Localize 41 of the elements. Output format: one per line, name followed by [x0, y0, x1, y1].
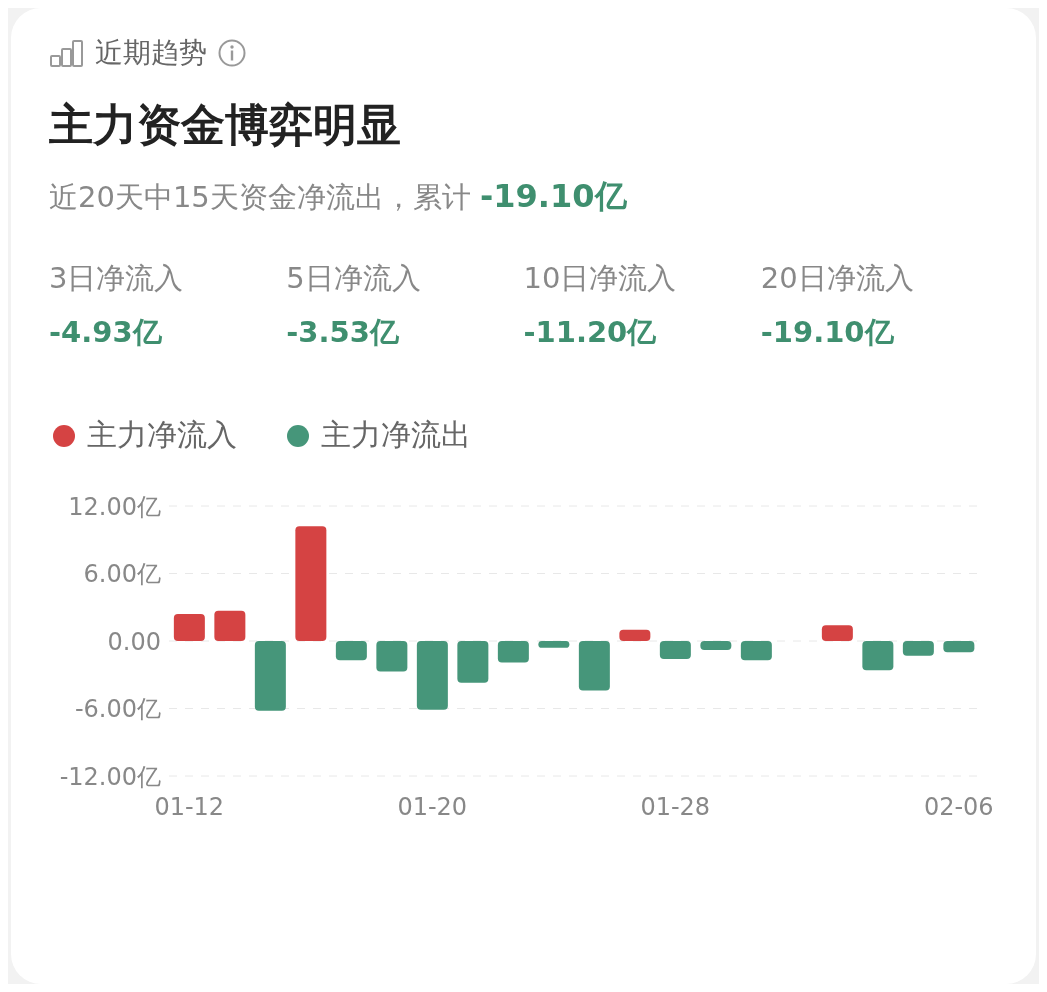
y-tick-label: -12.00亿	[59, 762, 161, 791]
legend-label: 主力净流出	[321, 416, 471, 454]
bar	[902, 641, 934, 656]
bar	[578, 641, 610, 691]
bar	[214, 610, 246, 641]
x-tick-label: 01-12	[154, 793, 225, 822]
bar	[740, 641, 772, 661]
y-tick-label: 6.00亿	[83, 560, 161, 589]
chart-title: 主力资金博弈明显	[49, 98, 402, 152]
bar	[416, 641, 448, 710]
bar	[295, 526, 327, 641]
bar	[700, 641, 732, 650]
bar	[254, 641, 286, 711]
x-tick-label: 01-20	[397, 793, 468, 822]
text: -3.53亿	[286, 314, 400, 351]
text: -19.10亿	[760, 314, 895, 351]
bar	[376, 641, 408, 672]
bar	[173, 614, 205, 641]
chart-subtitle: 近20天中15天资金净流出，累计 -19.10亿	[49, 177, 627, 215]
bar	[943, 641, 975, 653]
text: 3日净流入	[49, 260, 185, 297]
text: -11.20亿	[523, 314, 658, 351]
x-tick-label: 02-06	[923, 793, 994, 822]
legend-label: 主力净流入	[87, 416, 237, 454]
text: 10日净流入	[523, 260, 678, 297]
text: 近期趋势	[95, 35, 207, 71]
bar	[619, 629, 651, 641]
text: 20日净流入	[760, 260, 915, 297]
bar	[538, 641, 570, 648]
y-tick-label: -6.00亿	[74, 695, 161, 724]
text: 5日净流入	[286, 260, 422, 297]
bar	[457, 641, 489, 683]
x-tick-label: 01-28	[640, 793, 711, 822]
bar	[862, 641, 894, 671]
bar	[821, 625, 853, 641]
bar	[497, 641, 529, 663]
bar	[335, 641, 367, 661]
y-tick-label: 0.00	[107, 627, 161, 656]
bar	[659, 641, 691, 659]
text: -4.93亿	[49, 314, 163, 351]
y-tick-label: 12.00亿	[68, 492, 161, 521]
